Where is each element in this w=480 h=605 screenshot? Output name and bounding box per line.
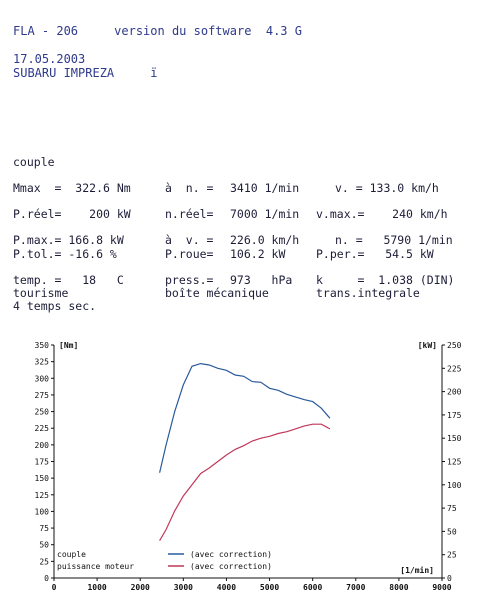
row-1-col-4: v. = 133.0 km/h [335, 181, 439, 195]
header-vehicle: SUBARU IMPREZA ï [13, 66, 158, 80]
note-boite: boîte mécanique [165, 286, 269, 300]
header-date: 17.05.2003 [13, 52, 86, 66]
x-axis-label: [1/min] [400, 565, 434, 575]
note-trans: trans.integrale [316, 286, 420, 300]
y-right-tick-label: 100 [447, 481, 462, 490]
row-2-col-2: n.réel= [165, 207, 214, 221]
row-1-col-3: 3410 1/min [230, 181, 300, 195]
power-torque-chart: 0255075100125150175200225250275300325350… [35, 341, 462, 592]
legend-label-1: puissance moteur [57, 562, 134, 571]
y-left-tick-label: 125 [35, 491, 50, 500]
row-2-col-1: P.réel= 200 kW [13, 207, 131, 221]
x-tick-label: 1000 [87, 583, 106, 592]
y-right-tick-label: 0 [447, 574, 452, 583]
y-right-tick-label: 225 [447, 364, 462, 373]
row-1-col-1: Mmax = 322.6 Nm [13, 181, 131, 195]
chart-series [159, 362, 331, 542]
y-left-tick-label: 25 [39, 557, 49, 566]
y-left-tick-label: 350 [35, 341, 50, 350]
legend-label-0: couple [57, 550, 86, 559]
row-3-col-4: n. = 5790 1/min [335, 233, 453, 247]
x-tick-label: 5000 [260, 583, 279, 592]
y-left-tick-label: 0 [44, 574, 49, 583]
x-tick-label: 4000 [217, 583, 236, 592]
row-1-col-2: à n. = [165, 181, 214, 195]
x-tick-label: 3000 [174, 583, 193, 592]
legend-note-1: (avec correction) [190, 562, 272, 571]
x-tick-label: 8000 [389, 583, 408, 592]
row-5-col-1: temp. = 18 C [13, 273, 124, 287]
y-left-tick-label: 175 [35, 458, 50, 467]
chart-labels: 0255075100125150175200225250275300325350… [35, 341, 462, 592]
row-2-col-4: v.max.= 240 km/h [316, 207, 448, 221]
row-4-col-2: P.roue= [165, 247, 214, 261]
y-right-tick-label: 150 [447, 434, 462, 443]
y-left-tick-label: 150 [35, 474, 50, 483]
y-right-axis-label: [kW] [418, 341, 437, 350]
row-3-col-2: à v. = [165, 233, 214, 247]
row-3-col-1: P.max.= 166.8 kW [13, 233, 124, 247]
x-tick-label: 7000 [346, 583, 365, 592]
x-tick-label: 0 [52, 583, 57, 592]
y-left-tick-label: 200 [35, 441, 50, 450]
y-right-tick-label: 200 [447, 388, 462, 397]
row-4-col-3: 106.2 kW [230, 247, 286, 261]
row-5-col-4: k = 1.038 (DIN) [316, 273, 455, 287]
y-right-tick-label: 125 [447, 458, 462, 467]
y-left-tick-label: 50 [39, 541, 49, 550]
row-5-col-2: press.= [165, 273, 214, 287]
row-4-col-1: P.tol.= -16.6 % [13, 247, 117, 261]
x-tick-label: 2000 [131, 583, 150, 592]
row-5-col-3: 973 hPa [230, 273, 293, 287]
y-left-tick-label: 100 [35, 507, 50, 516]
y-left-tick-label: 250 [35, 408, 50, 417]
y-left-tick-label: 275 [35, 391, 50, 400]
y-left-tick-label: 300 [35, 374, 50, 383]
y-right-tick-label: 175 [447, 411, 462, 420]
section-title: couple [13, 155, 55, 169]
note-tourisme: tourisme [13, 286, 69, 300]
header-title: FLA - 206 version du software 4.3 G [13, 24, 302, 38]
row-4-col-4: P.per.= 54.5 kW [316, 247, 434, 261]
x-tick-label: 9000 [432, 583, 451, 592]
y-left-axis-label: [Nm] [59, 341, 78, 350]
note-temps: 4 temps sec. [13, 299, 97, 313]
torque-curve [159, 362, 331, 473]
y-right-tick-label: 75 [447, 504, 457, 513]
y-left-tick-label: 225 [35, 424, 50, 433]
y-right-tick-label: 50 [447, 527, 457, 536]
legend-note-0: (avec correction) [190, 550, 272, 559]
row-2-col-3: 7000 1/min [230, 207, 300, 221]
y-right-tick-label: 25 [447, 551, 457, 560]
y-left-tick-label: 325 [35, 358, 50, 367]
chart-axes [51, 344, 445, 581]
y-left-tick-label: 75 [39, 524, 49, 533]
row-3-col-3: 226.0 km/h [230, 233, 300, 247]
power-curve [159, 423, 331, 542]
x-tick-label: 6000 [303, 583, 322, 592]
y-right-tick-label: 250 [447, 341, 462, 350]
